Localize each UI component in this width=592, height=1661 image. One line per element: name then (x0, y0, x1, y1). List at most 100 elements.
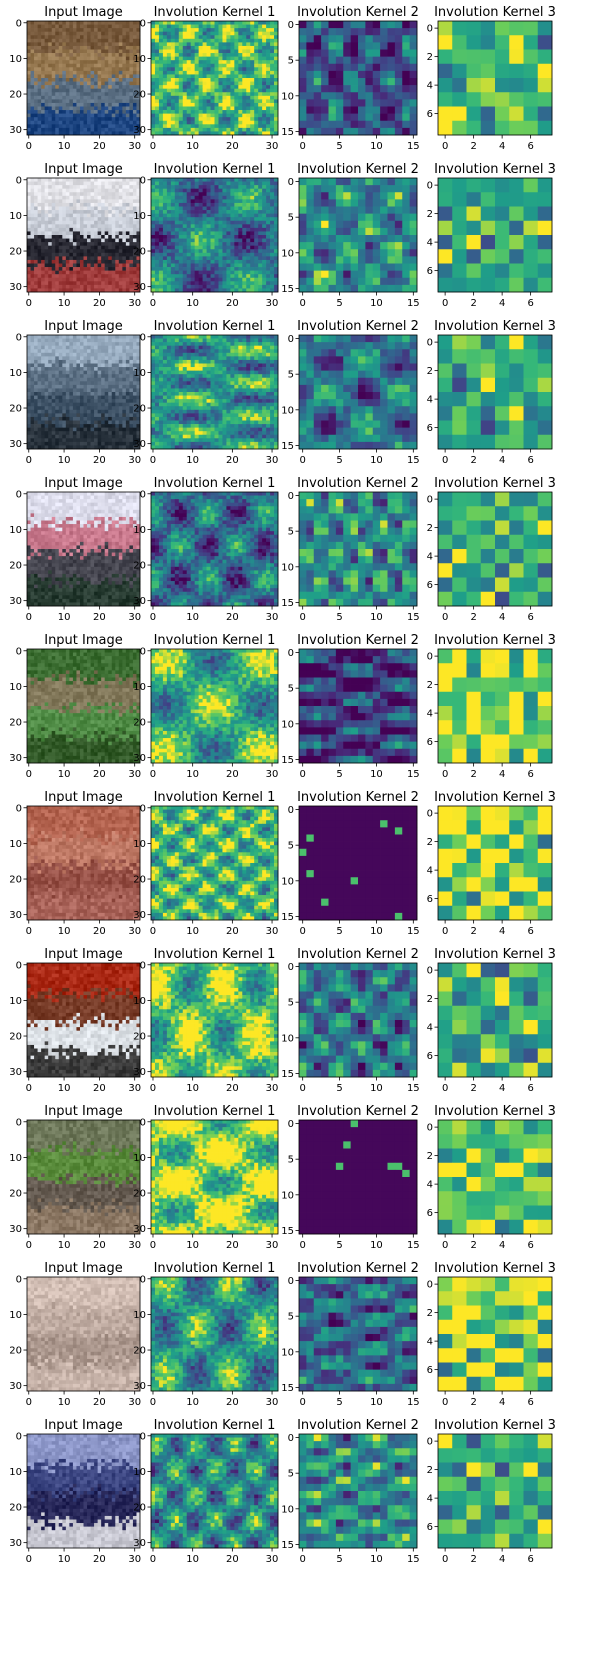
cell (250, 110, 255, 114)
cell (402, 85, 410, 93)
cell (104, 24, 109, 29)
cell (27, 67, 31, 72)
cell (198, 28, 203, 33)
cell (44, 88, 49, 93)
cell (30, 181, 35, 186)
cell (409, 42, 418, 50)
cell (365, 178, 374, 186)
cell (79, 220, 84, 225)
cell (125, 181, 130, 186)
cell (194, 202, 199, 207)
cell (190, 81, 196, 86)
cell (37, 195, 42, 200)
cell (350, 263, 359, 271)
cell (65, 124, 70, 129)
cell (466, 192, 482, 207)
cell (365, 28, 374, 36)
cell (198, 199, 203, 204)
cell (118, 88, 123, 93)
cell (62, 259, 67, 264)
cell (358, 127, 366, 136)
cell (242, 131, 247, 136)
cell (30, 124, 35, 129)
cell (238, 242, 243, 247)
cell (480, 249, 496, 264)
cell (238, 274, 243, 279)
cell (270, 120, 275, 125)
cell (129, 178, 134, 182)
cell (170, 206, 176, 211)
cell (122, 252, 127, 257)
cell (306, 70, 315, 79)
cell (97, 178, 102, 182)
cell (234, 127, 239, 132)
cell (387, 249, 396, 257)
cell (509, 92, 524, 107)
cell (170, 231, 176, 236)
cell (313, 277, 322, 286)
cell (206, 81, 211, 86)
cell (136, 45, 141, 50)
cell (198, 106, 203, 111)
cell (214, 274, 219, 279)
cell (51, 28, 56, 33)
cell (170, 110, 176, 114)
cell (218, 74, 223, 79)
cell (104, 92, 109, 97)
cell (266, 106, 271, 111)
cell (218, 117, 223, 122)
cell (97, 335, 102, 339)
cell (51, 85, 56, 90)
cell (108, 28, 113, 33)
cell (108, 106, 113, 111)
cell (122, 70, 127, 75)
cell (190, 256, 196, 261)
cell (87, 63, 91, 68)
cell (136, 95, 141, 100)
cell (104, 335, 109, 339)
cell (182, 60, 188, 65)
cell (230, 274, 235, 279)
cell (115, 249, 120, 254)
cell (380, 199, 388, 207)
cell (246, 42, 251, 47)
cell (94, 263, 98, 268)
cell (214, 31, 219, 36)
cell (158, 88, 164, 93)
cell (254, 124, 259, 129)
cell (83, 24, 88, 29)
cell (41, 256, 46, 261)
cell (154, 124, 160, 129)
cell (83, 53, 88, 57)
cell (238, 224, 243, 229)
cell (83, 242, 88, 247)
cell (72, 277, 77, 282)
cell (222, 213, 227, 218)
cell (186, 220, 192, 225)
cell (174, 131, 180, 136)
cell (125, 42, 130, 47)
cell (218, 67, 223, 72)
cell (27, 270, 31, 275)
cell (387, 277, 396, 286)
cell (132, 259, 137, 264)
cell (226, 38, 231, 43)
cell (58, 335, 63, 339)
cell (79, 92, 84, 97)
cell (48, 238, 53, 243)
cell (274, 277, 279, 282)
cell (65, 45, 70, 50)
cell (258, 45, 263, 50)
cell (27, 63, 31, 68)
cell (299, 185, 307, 193)
cell (111, 263, 116, 268)
cell (226, 120, 231, 125)
cell (65, 117, 70, 122)
cell (37, 220, 42, 225)
y-tick-label: 6 (427, 266, 433, 277)
cell (41, 342, 46, 347)
cell (234, 259, 239, 264)
cell (58, 49, 63, 54)
cell (409, 63, 418, 72)
cell (274, 74, 279, 79)
